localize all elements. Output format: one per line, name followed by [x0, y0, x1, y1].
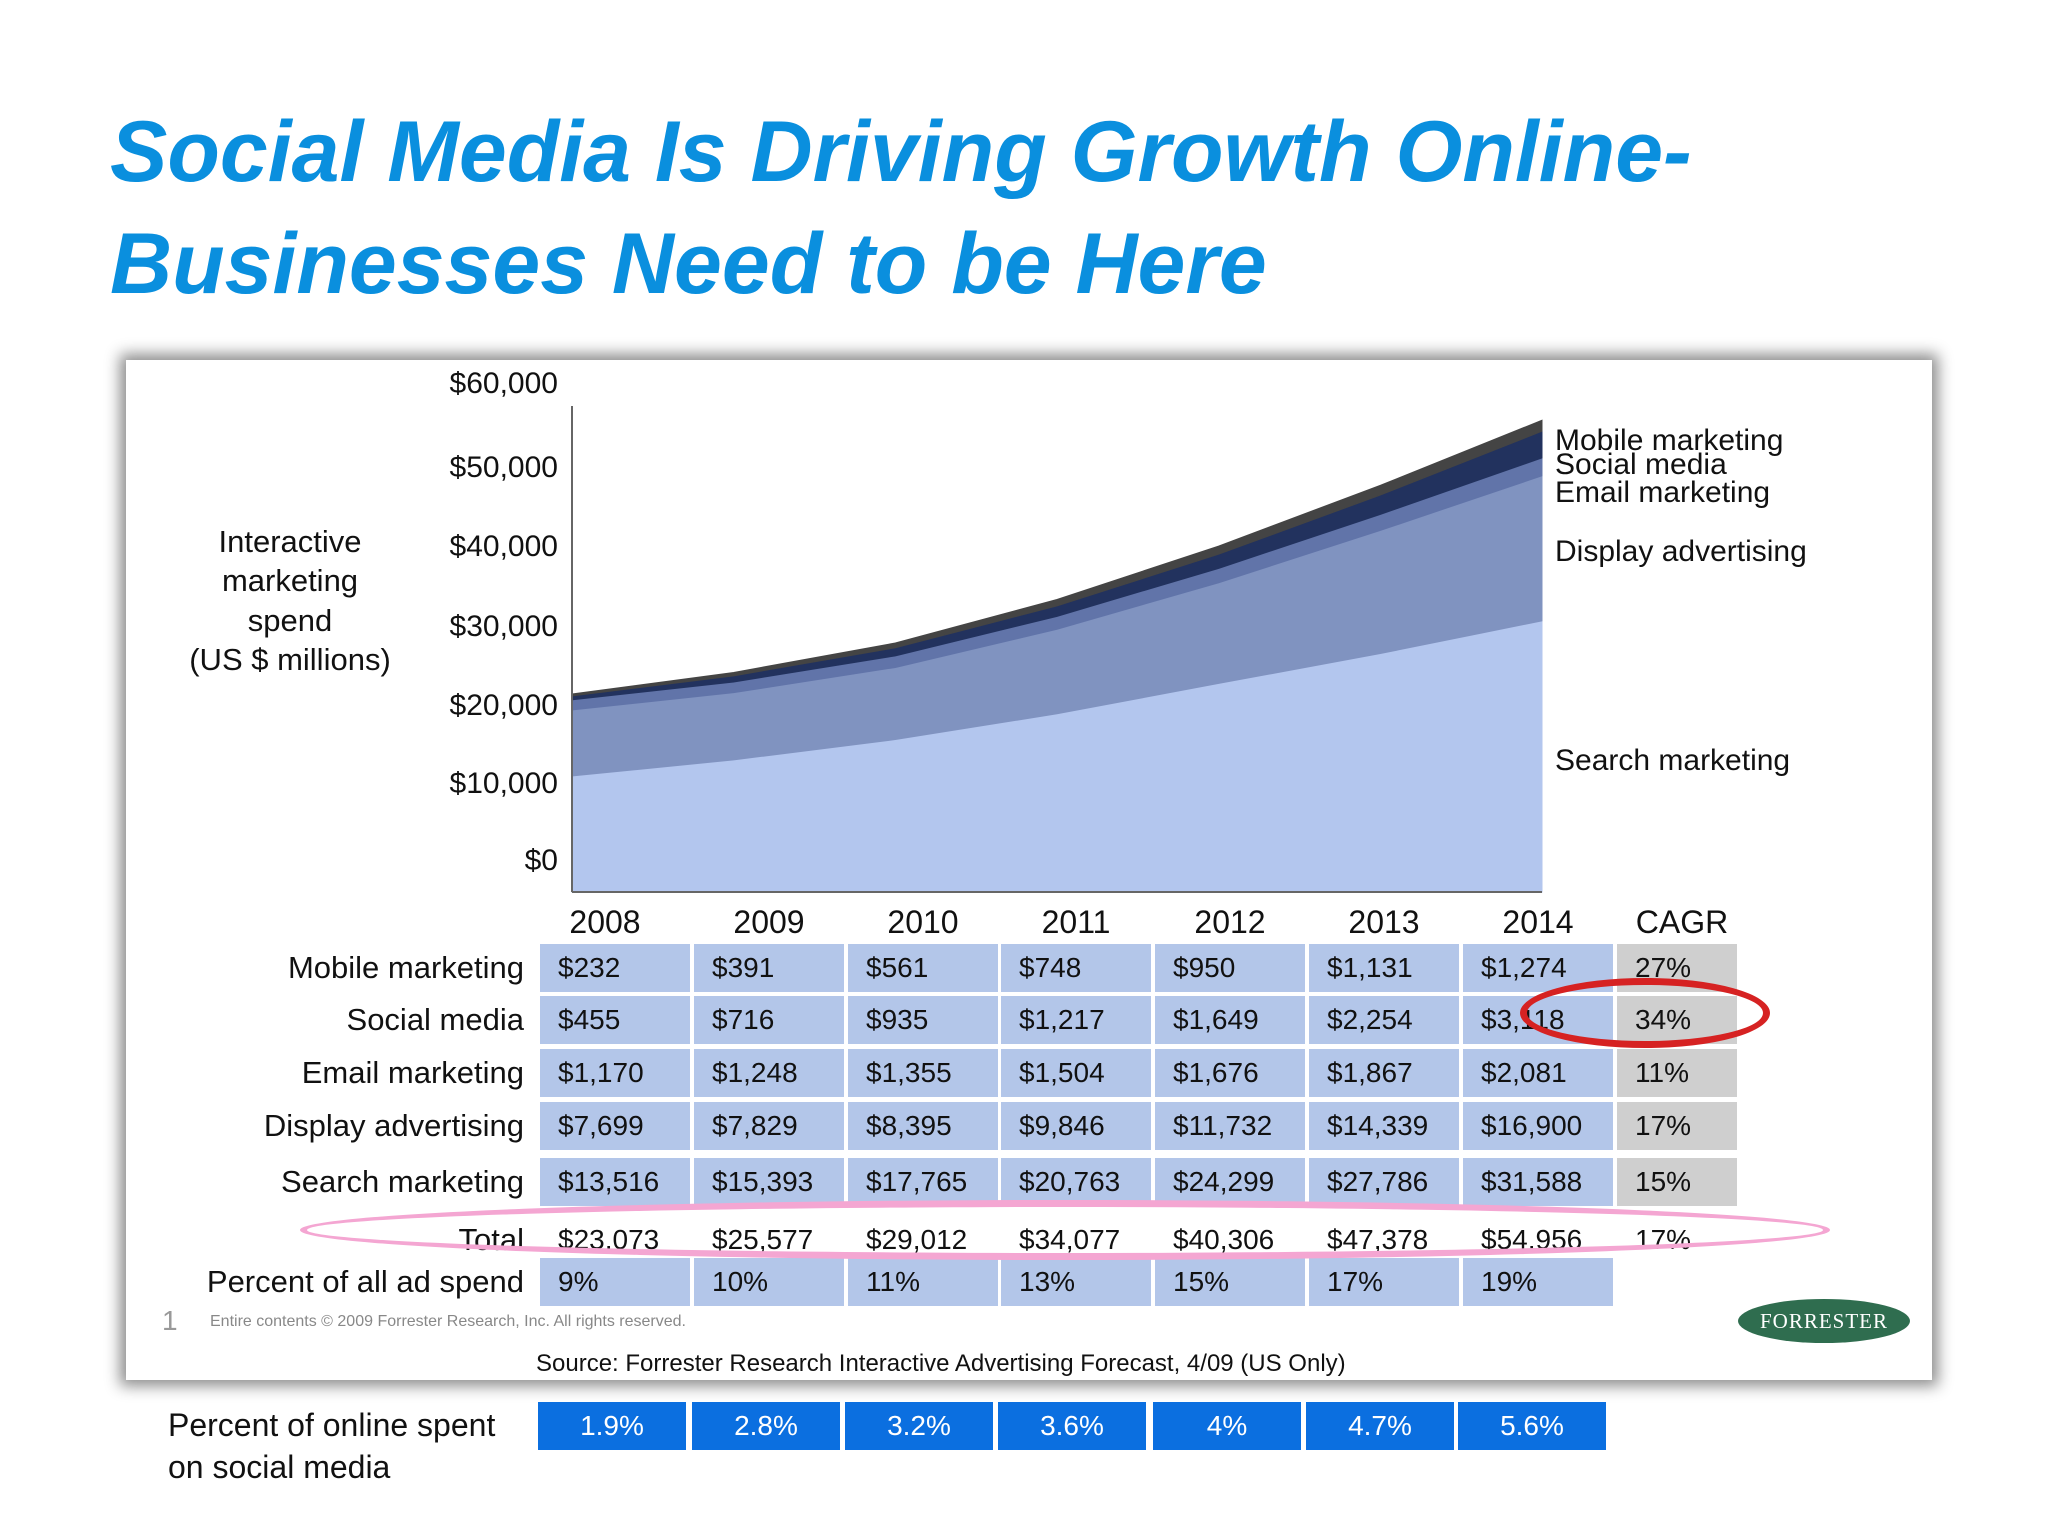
- table-cell: $20,763: [1001, 1158, 1151, 1206]
- social-spend-label: Percent of online spent on social media: [168, 1404, 495, 1488]
- table-cell: $8,395: [848, 1102, 998, 1150]
- table-cell: $1,355: [848, 1049, 998, 1097]
- y-tick-label: $40,000: [450, 530, 558, 563]
- year-header: 2012: [1194, 904, 1266, 940]
- y-axis-title-line: (US $ millions): [189, 642, 391, 677]
- table-cell: $2,254: [1309, 996, 1459, 1044]
- cagr-cell: 15%: [1617, 1158, 1737, 1206]
- social-spend-cell: 3.2%: [845, 1402, 993, 1450]
- table-cell: $232: [540, 944, 690, 992]
- title-line-1: Social Media Is Driving Growth Online-: [110, 104, 1692, 200]
- percent-cell: 15%: [1155, 1258, 1305, 1306]
- table-cell: $11,732: [1155, 1102, 1305, 1150]
- source-note: Source: Forrester Research Interactive A…: [536, 1350, 1346, 1377]
- percent-cell: 17%: [1309, 1258, 1459, 1306]
- forrester-logo: FORRESTER: [1738, 1299, 1910, 1343]
- y-tick-label: $50,000: [450, 451, 558, 484]
- legend-label-search-marketing: Search marketing: [1555, 744, 1790, 777]
- y-axis-title-line: Interactive: [218, 524, 361, 559]
- cagr-cell: 11%: [1617, 1049, 1737, 1097]
- title-line-2: Businesses Need to be Here: [110, 216, 1267, 312]
- table-cell: $716: [694, 996, 844, 1044]
- y-axis-title-line: marketing: [222, 563, 358, 598]
- table-cell: $24,299: [1155, 1158, 1305, 1206]
- year-header: 2011: [1041, 904, 1111, 940]
- y-tick-label: $20,000: [450, 689, 558, 722]
- copyright-notice: Entire contents © 2009 Forrester Researc…: [210, 1313, 686, 1330]
- table-cell: $27,786: [1309, 1158, 1459, 1206]
- legend-label-display-advertising: Display advertising: [1555, 535, 1807, 568]
- slide-title: Social Media Is Driving Growth Online- B…: [110, 96, 1910, 320]
- cagr-cell: 17%: [1617, 1102, 1737, 1150]
- table-cell: $1,217: [1001, 996, 1151, 1044]
- table-cell: $1,131: [1309, 944, 1459, 992]
- social-spend-cell: 4%: [1153, 1402, 1301, 1450]
- table-cell: $31,588: [1463, 1158, 1613, 1206]
- year-header: 2008: [569, 904, 641, 940]
- table-cell: $561: [848, 944, 998, 992]
- y-axis-title-line: spend: [248, 603, 332, 638]
- row-label: Email marketing: [301, 1055, 524, 1090]
- table-cell: $1,504: [1001, 1049, 1151, 1097]
- percent-label: Percent of all ad spend: [206, 1264, 524, 1299]
- table-cell: $17,765: [848, 1158, 998, 1206]
- row-label: Social media: [346, 1002, 524, 1037]
- social-spend-cell: 3.6%: [998, 1402, 1146, 1450]
- table-cell: $1,867: [1309, 1049, 1459, 1097]
- legend-label-email-marketing: Email marketing: [1555, 476, 1770, 509]
- table-cell: $13,516: [540, 1158, 690, 1206]
- table-cell: $1,676: [1155, 1049, 1305, 1097]
- table-cell: $7,829: [694, 1102, 844, 1150]
- table-cell: $7,699: [540, 1102, 690, 1150]
- legend-label-mobile-marketing: Mobile marketing: [1555, 424, 1783, 457]
- table-cell: $16,900: [1463, 1102, 1613, 1150]
- area-mobile-marketing: [571, 419, 1543, 697]
- percent-cell: 19%: [1463, 1258, 1613, 1306]
- social-spend-cell: 1.9%: [538, 1402, 686, 1450]
- table-cell: $391: [694, 944, 844, 992]
- year-header: 2013: [1348, 904, 1420, 940]
- percent-cell: 10%: [694, 1258, 844, 1306]
- table-cell: $950: [1155, 944, 1305, 992]
- y-tick-label: $10,000: [450, 767, 558, 800]
- social-spend-cell: 5.6%: [1458, 1402, 1606, 1450]
- total-highlight-ring: [300, 1200, 1830, 1260]
- percent-cell: 9%: [540, 1258, 690, 1306]
- y-tick-label: $0: [525, 844, 558, 877]
- slide-number: 1: [162, 1305, 178, 1336]
- social-spend-label-line-2: on social media: [168, 1449, 391, 1485]
- y-tick-label: $30,000: [450, 610, 558, 643]
- social-spend-cell: 2.8%: [692, 1402, 840, 1450]
- table-cell: $1,170: [540, 1049, 690, 1097]
- table-cell: $2,081: [1463, 1049, 1613, 1097]
- percent-cell: 13%: [1001, 1258, 1151, 1306]
- table-cell: $15,393: [694, 1158, 844, 1206]
- cagr-header: CAGR: [1635, 904, 1729, 940]
- year-header: 2014: [1502, 904, 1574, 940]
- table-cell: $9,846: [1001, 1102, 1151, 1150]
- legend-label-social-media: Social media: [1555, 448, 1727, 481]
- table-cell: $935: [848, 996, 998, 1044]
- percent-cell: 11%: [848, 1258, 998, 1306]
- table-cell: $455: [540, 996, 690, 1044]
- social-cagr-highlight-ring: [1520, 978, 1770, 1048]
- table-cell: $14,339: [1309, 1102, 1459, 1150]
- table-cell: $1,248: [694, 1049, 844, 1097]
- row-label: Display advertising: [263, 1108, 524, 1143]
- table-cell: $748: [1001, 944, 1151, 992]
- row-label: Search marketing: [281, 1164, 524, 1199]
- table-cell: $1,649: [1155, 996, 1305, 1044]
- social-spend-label-line-1: Percent of online spent: [168, 1407, 496, 1443]
- year-header: 2009: [733, 904, 805, 940]
- y-tick-label: $60,000: [450, 367, 558, 400]
- social-spend-cell: 4.7%: [1306, 1402, 1454, 1450]
- year-header: 2010: [887, 904, 959, 940]
- row-label: Mobile marketing: [287, 950, 524, 985]
